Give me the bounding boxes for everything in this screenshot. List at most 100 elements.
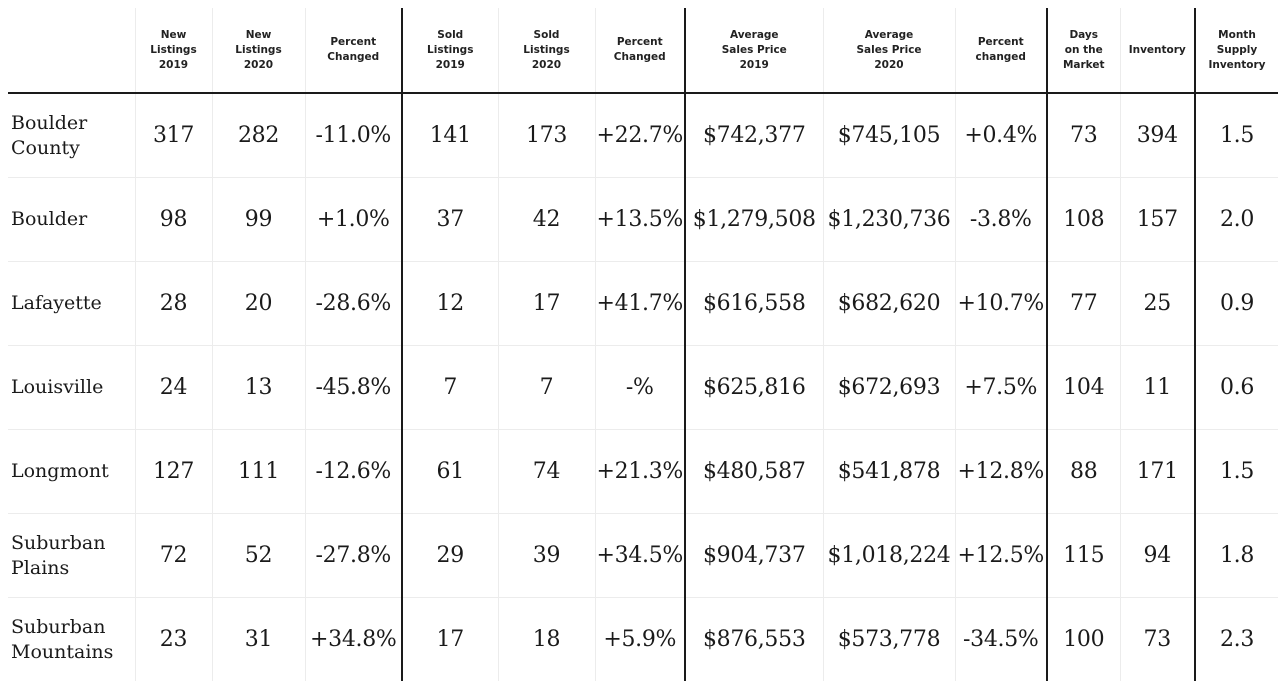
column-header-sold-listings-2019: Sold Listings 2019 [401,8,498,94]
cell-sold-listings-2019: 7 [401,345,498,430]
cell-inventory: 157 [1119,177,1195,262]
cell-new-listings-2019: 127 [134,429,212,514]
column-header-line: Sold [533,28,560,41]
cell-month-supply-inventory: 1.8 [1194,513,1278,598]
column-header-line: Percent [977,36,1024,48]
column-header-line: Listings [235,43,282,56]
column-header-line: Changed [613,51,666,63]
cell-average-sales-price-2019: $904,737 [684,513,823,598]
column-header-line: Average [729,28,779,41]
cell-inventory: 73 [1119,597,1195,681]
city-name: Boulder [8,177,135,262]
city-name-line: Louisville [11,376,104,398]
city-name: Lafayette [8,261,135,346]
cell-month-supply-inventory: 1.5 [1194,93,1278,178]
cell-average-sales-price-2020: $682,620 [822,261,955,346]
cell-new-listings-percent-changed: -28.6% [304,261,402,346]
column-header-month-supply-inventory: Month Supply Inventory [1194,8,1278,94]
column-header-line: 2019 [739,58,769,71]
column-header-average-sales-price-2019: Average Sales Price 2019 [684,8,823,94]
city-name-line: Suburban [11,615,106,638]
cell-sold-listings-2020: 7 [497,345,595,430]
column-header-line: Changed [327,51,380,63]
market-stats-table: New Listings 2019 New Listings 2020 Percent Cha… [8,8,1278,681]
cell-month-supply-inventory: 0.6 [1194,345,1278,430]
cell-new-listings-percent-changed: +1.0% [304,177,402,262]
cell-new-listings-percent-changed: +34.8% [304,597,402,681]
city-name-line: Suburban [11,531,106,554]
city-name: Longmont [8,429,135,514]
cell-inventory: 394 [1119,93,1195,178]
column-header-inventory: Inventory [1119,8,1195,94]
cell-average-sales-price-2020: $573,778 [822,597,955,681]
column-header-line: 2020 [874,58,904,71]
cell-inventory: 171 [1119,429,1195,514]
cell-new-listings-2019: 28 [134,261,212,346]
city-name-line: County [11,136,80,159]
cell-inventory: 94 [1119,513,1195,598]
city-name-line: Boulder [11,111,88,134]
column-header-line: Sold [437,28,464,41]
cell-days-on-market: 104 [1046,345,1120,430]
city-name-line: Lafayette [11,292,102,314]
cell-new-listings-2019: 24 [134,345,212,430]
column-header-line: Inventory [1128,43,1186,56]
cell-average-sales-price-2019: $616,558 [684,261,823,346]
cell-new-listings-2019: 72 [134,513,212,598]
cell-sales-price-percent-changed: +12.8% [954,429,1047,514]
column-header-line: changed [975,51,1026,63]
table-row: Boulder County 317 282 -11.0% 141 173 +22.7% $74… [8,93,1278,178]
column-header-days-on-market: Days on the Market [1046,8,1120,94]
cell-average-sales-price-2020: $1,018,224 [822,513,955,598]
cell-new-listings-percent-changed: -12.6% [304,429,402,514]
cell-sold-listings-2019: 37 [401,177,498,262]
cell-inventory: 11 [1119,345,1195,430]
column-header-line: on the [1064,43,1103,56]
cell-new-listings-percent-changed: -45.8% [304,345,402,430]
column-header-line: New [160,28,187,41]
cell-days-on-market: 88 [1046,429,1120,514]
column-header-average-sales-price-2020: Average Sales Price 2020 [822,8,955,94]
table-row: Suburban Mountains 23 31 +34.8% 17 18 +5.9% $876… [8,597,1278,681]
column-header-line: Average [864,28,914,41]
cell-sold-listings-percent-changed: +22.7% [594,93,685,178]
cell-sales-price-percent-changed: +10.7% [954,261,1047,346]
column-header-line: 2020 [243,58,274,71]
column-header-line: Supply [1216,43,1258,56]
column-header-line: Listings [523,43,570,56]
cell-average-sales-price-2019: $480,587 [684,429,823,514]
column-header-line: New [245,28,272,41]
table-row: Suburban Plains 72 52 -27.8% 29 39 +34.5% $904,7… [8,513,1278,598]
cell-average-sales-price-2020: $541,878 [822,429,955,514]
cell-month-supply-inventory: 1.5 [1194,429,1278,514]
cell-sold-listings-2020: 173 [497,93,595,178]
column-header-line: Inventory [1208,58,1266,71]
cell-sold-listings-2020: 74 [497,429,595,514]
cell-average-sales-price-2019: $742,377 [684,93,823,178]
column-header-line: Market [1062,58,1105,71]
cell-days-on-market: 77 [1046,261,1120,346]
cell-new-listings-2020: 52 [211,513,305,598]
cell-sold-listings-percent-changed: +21.3% [594,429,685,514]
cell-days-on-market: 115 [1046,513,1120,598]
cell-average-sales-price-2019: $876,553 [684,597,823,681]
city-name-line: Plains [11,556,70,579]
cell-sold-listings-percent-changed: +34.5% [594,513,685,598]
city-name: Suburban Plains [8,513,135,598]
column-header-new-listings-2019: New Listings 2019 [134,8,212,94]
cell-new-listings-percent-changed: -27.8% [304,513,402,598]
cell-average-sales-price-2019: $1,279,508 [684,177,823,262]
cell-days-on-market: 73 [1046,93,1120,178]
cell-sold-listings-percent-changed: +41.7% [594,261,685,346]
column-header-line: Listings [427,43,474,56]
cell-sold-listings-2020: 17 [497,261,595,346]
column-header-sales-price-percent-changed: Percent changed [954,8,1047,94]
cell-sold-listings-percent-changed: +5.9% [594,597,685,681]
cell-month-supply-inventory: 2.3 [1194,597,1278,681]
cell-new-listings-percent-changed: -11.0% [304,93,402,178]
column-header-line: 2019 [158,58,189,71]
cell-sold-listings-2019: 29 [401,513,498,598]
column-header-sold-listings-percent-changed: Percent Changed [594,8,685,94]
column-header-new-listings-percent-changed: Percent Changed [304,8,402,94]
table-row: Lafayette 28 20 -28.6% 12 17 +41.7% $616,558 $68… [8,261,1278,346]
